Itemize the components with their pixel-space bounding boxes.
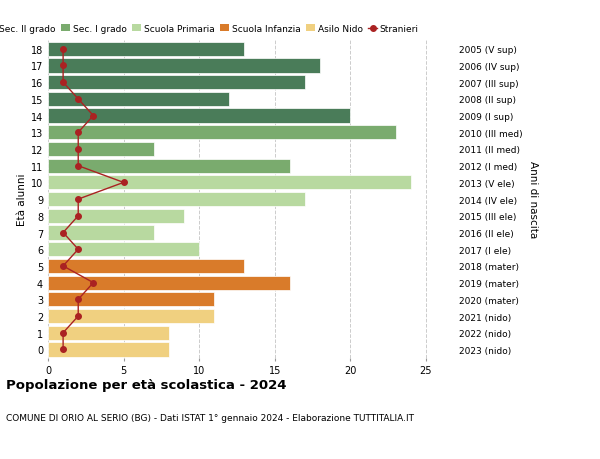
Y-axis label: Anni di nascita: Anni di nascita: [528, 161, 538, 238]
Bar: [48, 193, 305, 207]
Bar: [48, 326, 169, 340]
Bar: [48, 226, 154, 240]
Bar: [48, 292, 214, 307]
Text: Popolazione per età scolastica - 2024: Popolazione per età scolastica - 2024: [6, 379, 287, 392]
Bar: [48, 43, 244, 57]
Bar: [48, 76, 305, 90]
Y-axis label: Età alunni: Età alunni: [17, 174, 26, 226]
Legend: Sec. II grado, Sec. I grado, Scuola Primaria, Scuola Infanzia, Asilo Nido, Stran: Sec. II grado, Sec. I grado, Scuola Prim…: [0, 25, 419, 34]
Bar: [48, 176, 410, 190]
Bar: [48, 259, 244, 274]
Text: COMUNE DI ORIO AL SERIO (BG) - Dati ISTAT 1° gennaio 2024 - Elaborazione TUTTITA: COMUNE DI ORIO AL SERIO (BG) - Dati ISTA…: [6, 413, 414, 422]
Bar: [48, 309, 214, 324]
Bar: [48, 59, 320, 73]
Bar: [48, 93, 229, 107]
Bar: [48, 209, 184, 224]
Bar: [48, 243, 199, 257]
Bar: [48, 276, 290, 290]
Bar: [48, 126, 395, 140]
Bar: [48, 109, 350, 123]
Bar: [48, 143, 154, 157]
Bar: [48, 159, 290, 174]
Bar: [48, 342, 169, 357]
